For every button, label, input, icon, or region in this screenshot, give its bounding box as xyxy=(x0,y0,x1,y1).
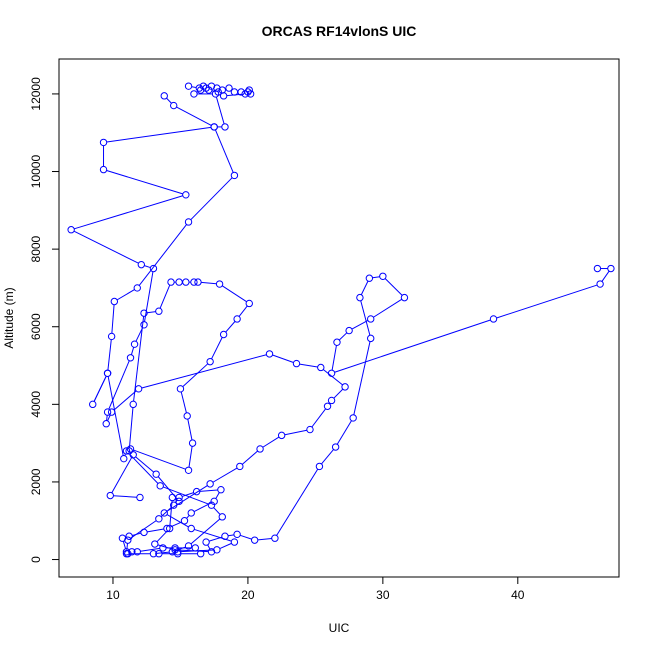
y-tick-label-1: 2000 xyxy=(29,468,43,495)
y-axis-label: Altitude (m) xyxy=(2,287,16,348)
y-tick-label-3: 6000 xyxy=(29,313,43,340)
y-tick-label-5: 10000 xyxy=(29,155,43,189)
series-0-segment-46 xyxy=(127,543,128,550)
y-tick-label-6: 12000 xyxy=(29,77,43,111)
x-tick-label-2: 30 xyxy=(376,588,390,602)
chart-title: ORCAS RF14vlonS UIC xyxy=(262,23,417,39)
x-tick-label-3: 40 xyxy=(511,588,525,602)
x-tick-label-1: 20 xyxy=(241,588,255,602)
y-tick-label-4: 8000 xyxy=(29,235,43,262)
series-0-segment-18 xyxy=(107,415,108,420)
y-tick-label-0: 0 xyxy=(29,556,43,563)
x-tick-label-0: 10 xyxy=(106,588,120,602)
x-axis-label: UIC xyxy=(329,621,350,635)
y-tick-label-2: 4000 xyxy=(29,391,43,418)
